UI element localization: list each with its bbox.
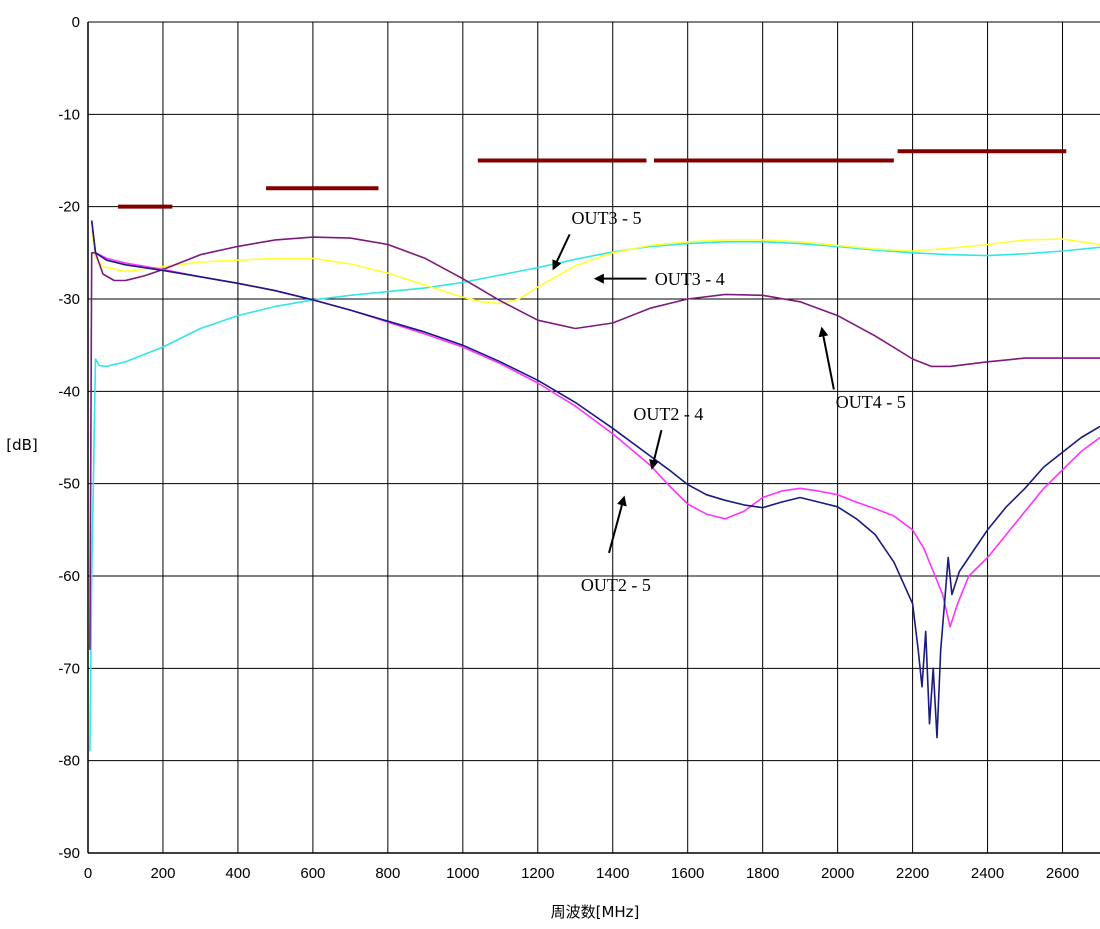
y-tick-label: -50 [58,476,80,493]
spec-limit-lines [117,149,1067,209]
y-tick-label: -70 [58,660,80,677]
y-tick-label: -10 [58,106,80,123]
y-tick-label: -60 [58,568,80,585]
series-line-out4-5 [89,236,1100,650]
y-tick-label: 0 [72,14,80,31]
annotation-arrow [552,233,571,271]
y-tick-label: -20 [58,199,80,216]
annotation-label: OUT3 - 4 [655,269,725,289]
y-tick-label: -90 [58,845,80,862]
annotation-arrow [608,495,627,554]
annotation-label: OUT2 - 4 [633,404,703,424]
tick-labels: 0 200 400 600 800 1000 1200 1400 1600 1800 2000 220… [58,14,1079,882]
annotation-label: OUT2 - 5 [581,575,651,595]
series-line-out3-5 [89,241,1100,752]
series-lines [89,220,1100,752]
x-tick-label: 800 [375,865,400,882]
annotation-arrow [649,429,663,470]
y-tick-label: -30 [58,291,80,308]
x-tick-label: 1800 [746,865,779,882]
annotation-arrow [818,326,835,390]
annotation-label: OUT3 - 5 [572,208,642,228]
series-line-out2-4 [90,220,1100,739]
x-tick-label: 1600 [671,865,704,882]
y-tick-label: -80 [58,753,80,770]
x-tick-label: 2400 [971,865,1004,882]
annotation-label: OUT4 - 5 [836,392,906,412]
x-tick-label: 200 [150,865,175,882]
x-tick-label: 400 [225,865,250,882]
grid [87,21,1100,854]
x-tick-label: 0 [84,865,92,882]
x-tick-label: 600 [300,865,325,882]
series-line-out3-4 [90,229,1100,305]
x-tick-label: 1400 [596,865,629,882]
x-axis-title: 周波数[MHz] [551,903,640,921]
x-tick-label: 2000 [821,865,854,882]
x-tick-label: 1000 [446,865,479,882]
annotations: OUT3 - 5 OUT3 - 4 OUT4 - 5 OUT2 - 4 OUT2 - 5 [552,208,906,595]
x-tick-label: 2600 [1046,865,1079,882]
y-tick-label: -40 [58,383,80,400]
x-tick-label: 1200 [521,865,554,882]
y-axis-title: [dB] [6,436,38,454]
x-tick-label: 2200 [896,865,929,882]
